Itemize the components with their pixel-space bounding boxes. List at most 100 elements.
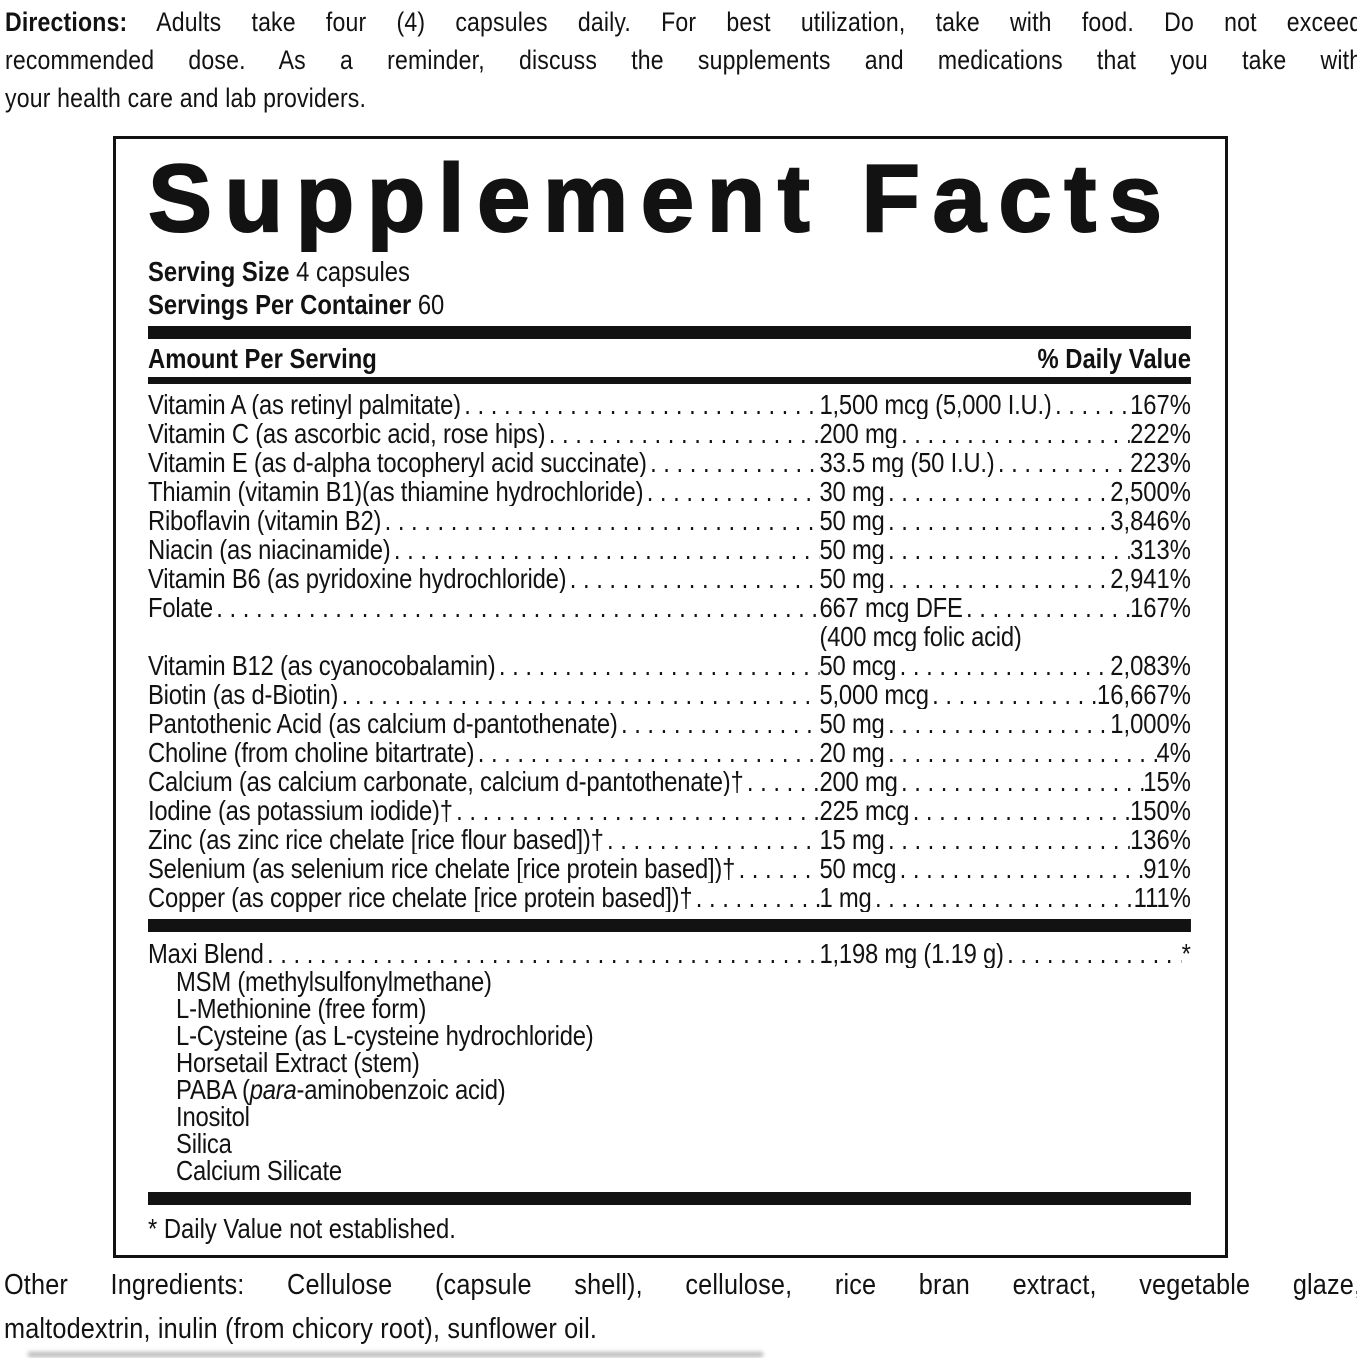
nutrient-row: Vitamin C (as ascorbic acid, rose hips) … bbox=[148, 419, 1191, 448]
nutrient-daily-value: 16,667% bbox=[1096, 680, 1191, 709]
divider-bar-header bbox=[148, 377, 1191, 384]
directions-paragraph: Directions: Adults take four (4) capsule… bbox=[5, 3, 1357, 117]
nutrient-daily-value: 111% bbox=[1133, 883, 1191, 912]
column-header-row: Amount Per Serving % Daily Value bbox=[148, 344, 1191, 374]
nutrient-amount: 50 mcg bbox=[819, 651, 897, 680]
nutrient-row: Riboflavin (vitamin B2) 50 mg 3,846% bbox=[148, 506, 1191, 535]
blend-daily-value: * bbox=[1181, 939, 1191, 968]
nutrient-name: Selenium (as selenium rice chelate [rice… bbox=[148, 854, 736, 883]
divider-bar-footnote bbox=[148, 1192, 1191, 1205]
dot-leader bbox=[898, 767, 1144, 796]
nutrient-daily-value: 3,846% bbox=[1110, 506, 1191, 535]
dot-leader bbox=[338, 680, 819, 709]
dot-leader bbox=[885, 506, 1111, 535]
nutrient-row: Pantothenic Acid (as calcium d-pantothen… bbox=[148, 709, 1191, 738]
nutrient-name: Riboflavin (vitamin B2) bbox=[148, 506, 382, 535]
dot-leader bbox=[461, 390, 820, 419]
serving-size-label: Serving Size bbox=[148, 256, 290, 287]
directions-line-2: recommended dose. As a reminder, discuss… bbox=[5, 45, 1357, 75]
nutrient-daily-value: 2,500% bbox=[1110, 477, 1191, 506]
dot-leader bbox=[381, 506, 819, 535]
daily-value-header: % Daily Value bbox=[1037, 343, 1191, 374]
nutrient-row: Biotin (as d-Biotin) 5,000 mcg 16,667% bbox=[148, 680, 1191, 709]
nutrient-row: Vitamin E (as d-alpha tocopheryl acid su… bbox=[148, 448, 1191, 477]
blend-row: Maxi Blend 1,198 mg (1.19 g) * bbox=[148, 939, 1191, 968]
dot-leader bbox=[735, 854, 819, 883]
folate-subline: (400 mcg folic acid) bbox=[819, 622, 1022, 651]
nutrient-rows: Vitamin A (as retinyl palmitate) 1,500 m… bbox=[148, 390, 1191, 912]
blend-item: Calcium Silicate bbox=[176, 1157, 1191, 1185]
nutrient-name: Vitamin B12 (as cyanocobalamin) bbox=[148, 651, 496, 680]
nutrient-daily-value: 136% bbox=[1130, 825, 1191, 854]
blend-item-text: L-Methionine (free form) bbox=[176, 993, 427, 1024]
nutrient-row: Calcium (as calcium carbonate, calcium d… bbox=[148, 767, 1191, 796]
dot-leader bbox=[885, 738, 1157, 767]
dot-leader bbox=[896, 651, 1110, 680]
dot-leader bbox=[909, 796, 1130, 825]
nutrient-name: Calcium (as calcium carbonate, calcium d… bbox=[148, 767, 744, 796]
dot-leader bbox=[390, 535, 819, 564]
dot-leader bbox=[896, 854, 1143, 883]
supplement-facts-title: Supplement Facts bbox=[147, 145, 1175, 252]
nutrient-amount: 50 mg bbox=[819, 564, 885, 593]
directions-line-1: Directions: Adults take four (4) capsule… bbox=[5, 3, 1357, 41]
nutrient-daily-value: 150% bbox=[1130, 796, 1191, 825]
amount-per-serving-header: Amount Per Serving bbox=[148, 343, 377, 374]
blend-name: Maxi Blend bbox=[148, 939, 264, 968]
nutrient-daily-value: 15% bbox=[1143, 767, 1191, 796]
blend-item-text: PABA ( bbox=[176, 1074, 250, 1105]
nutrient-name: Vitamin A (as retinyl palmitate) bbox=[148, 390, 461, 419]
directions-line-3: your health care and lab providers. bbox=[5, 83, 367, 113]
nutrient-row: Choline (from choline bitartrate) 20 mg 4… bbox=[148, 738, 1191, 767]
nutrient-row: Selenium (as selenium rice chelate [rice… bbox=[148, 854, 1191, 883]
blend-item: MSM (methylsulfonylmethane) bbox=[176, 968, 1191, 996]
dot-leader bbox=[1052, 390, 1130, 419]
nutrient-daily-value: 2,083% bbox=[1110, 651, 1191, 680]
nutrient-daily-value: 223% bbox=[1130, 448, 1191, 477]
nutrient-row: Zinc (as zinc rice chelate [rice flour b… bbox=[148, 825, 1191, 854]
dot-leader bbox=[213, 593, 820, 622]
dot-leader bbox=[474, 738, 819, 767]
nutrient-amount: 50 mcg bbox=[819, 854, 897, 883]
nutrient-amount: 30 mg bbox=[819, 477, 885, 506]
servings-per-container-value: 60 bbox=[411, 289, 445, 320]
dot-leader bbox=[264, 939, 820, 968]
divider-bar-blend bbox=[148, 919, 1191, 932]
dot-leader bbox=[496, 651, 820, 680]
dot-leader bbox=[1004, 939, 1182, 968]
nutrient-daily-value: 167% bbox=[1130, 390, 1191, 419]
dot-leader bbox=[643, 477, 819, 506]
nutrient-daily-value: 4% bbox=[1156, 738, 1191, 767]
dot-leader bbox=[898, 419, 1130, 448]
nutrient-amount: 667 mcg DFE bbox=[819, 593, 963, 622]
nutrient-amount: 1 mg bbox=[819, 883, 872, 912]
nutrient-row: Vitamin B12 (as cyanocobalamin) 50 mcg 2,… bbox=[148, 651, 1191, 680]
nutrient-amount: 200 mg bbox=[819, 419, 898, 448]
blend-item: Silica bbox=[176, 1128, 1191, 1159]
blend-item: PABA (para-aminobenzoic acid) bbox=[176, 1074, 1191, 1105]
nutrient-amount: 5,000 mcg bbox=[819, 680, 929, 709]
nutrient-amount: 1,500 mcg (5,000 I.U.) bbox=[819, 390, 1052, 419]
nutrient-daily-value: 222% bbox=[1130, 419, 1191, 448]
nutrient-amount: 225 mcg bbox=[819, 796, 910, 825]
nutrient-name: Pantothenic Acid (as calcium d-pantothen… bbox=[148, 709, 618, 738]
blend-item-text: Silica bbox=[176, 1128, 232, 1159]
divider-bar-top bbox=[148, 326, 1191, 339]
nutrient-row: Vitamin B6 (as pyridoxine hydrochloride)… bbox=[148, 564, 1191, 593]
dot-leader bbox=[872, 883, 1134, 912]
nutrient-row: Folate 667 mcg DFE 167% bbox=[148, 593, 1191, 622]
blend-item-italic: para bbox=[249, 1074, 297, 1105]
dot-leader bbox=[453, 796, 820, 825]
supplement-facts-panel: Supplement Facts Serving Size 4 capsules… bbox=[113, 136, 1228, 1258]
nutrient-row: Copper (as copper rice chelate [rice pro… bbox=[148, 883, 1191, 912]
nutrient-name: Choline (from choline bitartrate) bbox=[148, 738, 475, 767]
dot-leader bbox=[604, 825, 820, 854]
other-ingredients-line-2: maltodextrin, inulin (from chicory root)… bbox=[4, 1313, 598, 1345]
nutrient-amount: 20 mg bbox=[819, 738, 885, 767]
dot-leader bbox=[885, 477, 1111, 506]
dot-leader bbox=[692, 883, 819, 912]
nutrient-name: Vitamin B6 (as pyridoxine hydrochloride) bbox=[148, 564, 567, 593]
dot-leader bbox=[744, 767, 820, 796]
blend-amount: 1,198 mg (1.19 g) bbox=[819, 939, 1004, 968]
other-ingredients-paragraph: Other Ingredients: Cellulose (capsule sh… bbox=[4, 1263, 1357, 1351]
